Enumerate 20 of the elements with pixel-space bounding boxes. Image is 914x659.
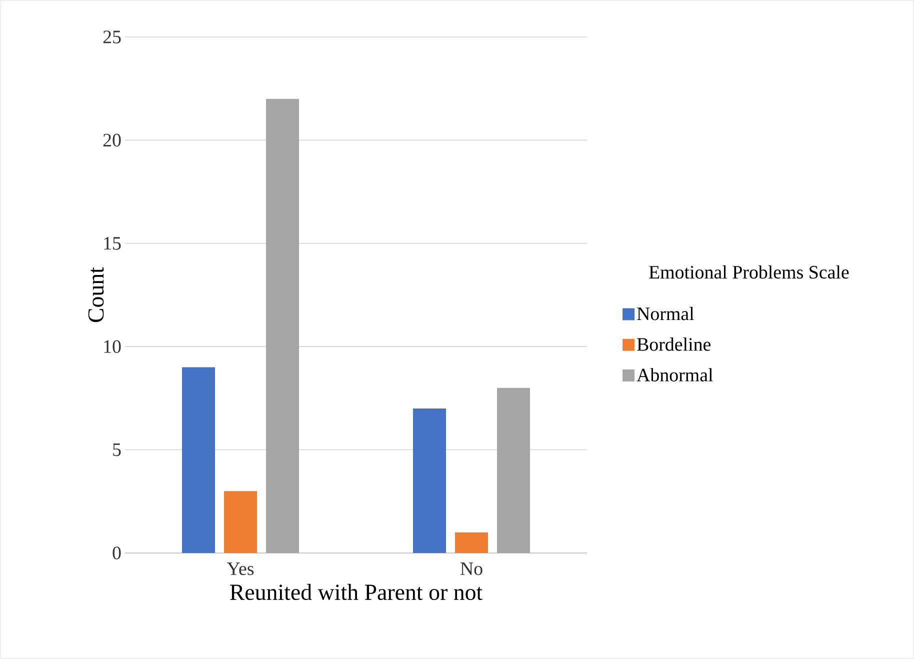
- bar: [224, 491, 258, 553]
- y-axis-title: Count: [88, 267, 104, 322]
- y-tick-label: 15: [104, 237, 121, 250]
- x-axis-title: Reunited with Parent or not: [230, 584, 483, 600]
- bar: [455, 532, 488, 553]
- bar: [182, 367, 216, 553]
- legend-label: Abnormal: [636, 368, 713, 382]
- y-tick-label: 0: [112, 546, 121, 560]
- y-tick-label: 20: [103, 134, 121, 147]
- legend-label: Bordeline: [637, 338, 711, 351]
- y-tick-label: 10: [104, 340, 121, 353]
- y-tick-label: 5: [113, 444, 121, 456]
- bar: [413, 408, 446, 553]
- x-tick-label: Yes: [226, 562, 254, 576]
- legend-title: Emotional Problems Scale: [649, 265, 849, 279]
- bar: [266, 98, 300, 553]
- bar: [497, 388, 530, 553]
- x-tick-label: No: [460, 562, 482, 576]
- y-tick-label: 25: [103, 30, 121, 44]
- legend-label: Normal: [637, 306, 694, 320]
